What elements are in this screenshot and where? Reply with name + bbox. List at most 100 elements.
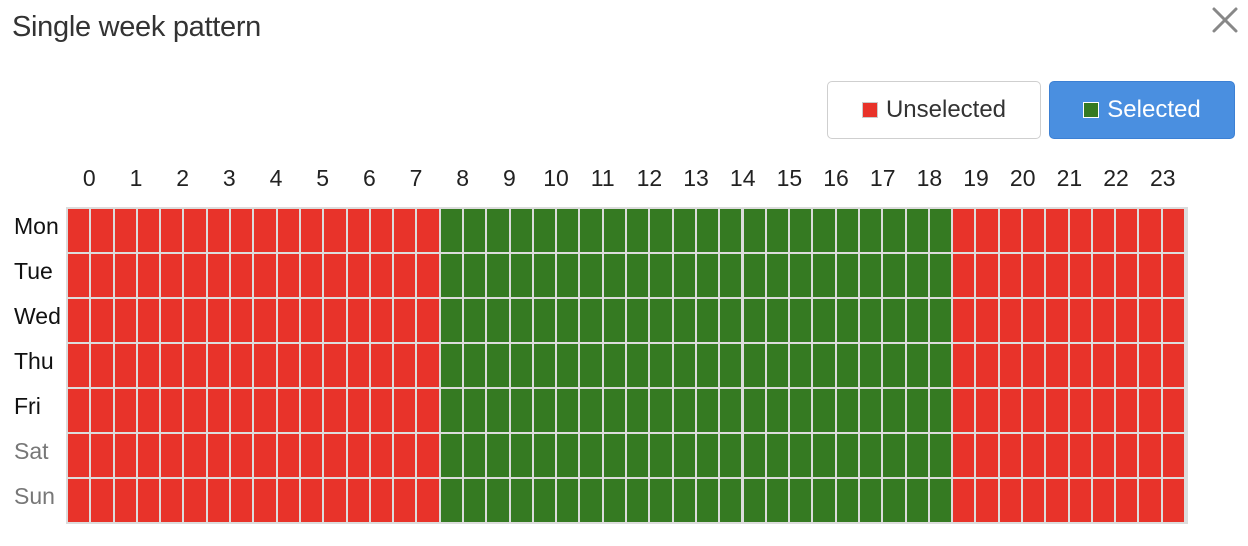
time-slot-cell[interactable] [836,344,858,387]
time-slot-cell[interactable] [766,209,789,252]
time-slot-cell[interactable] [394,479,416,522]
time-slot-cell[interactable] [91,479,113,522]
time-slot-cell[interactable] [813,479,835,522]
time-slot-cell[interactable] [836,254,858,297]
time-slot-cell[interactable] [603,389,626,432]
time-slot-cell[interactable] [207,479,230,522]
time-slot-cell[interactable] [277,209,299,252]
time-slot-cell[interactable] [184,254,206,297]
time-slot-cell[interactable] [207,434,230,477]
time-slot-cell[interactable] [929,299,952,342]
time-slot-cell[interactable] [510,434,532,477]
time-slot-cell[interactable] [68,254,90,297]
time-slot-cell[interactable] [231,389,253,432]
time-slot-cell[interactable] [1046,344,1068,387]
time-slot-cell[interactable] [1092,254,1115,297]
time-slot-cell[interactable] [68,434,90,477]
time-slot-cell[interactable] [440,254,462,297]
time-slot-cell[interactable] [859,344,882,387]
time-slot-cell[interactable] [580,299,602,342]
time-slot-cell[interactable] [627,299,649,342]
time-slot-cell[interactable] [1092,344,1115,387]
time-slot-cell[interactable] [859,434,882,477]
time-slot-cell[interactable] [580,344,602,387]
time-slot-cell[interactable] [231,344,253,387]
time-slot-cell[interactable] [650,434,672,477]
time-slot-cell[interactable] [813,434,835,477]
time-slot-cell[interactable] [1023,344,1045,387]
time-slot-cell[interactable] [91,344,113,387]
time-slot-cell[interactable] [1069,254,1091,297]
time-slot-cell[interactable] [510,299,532,342]
time-slot-cell[interactable] [161,479,183,522]
time-slot-cell[interactable] [673,299,695,342]
time-slot-cell[interactable] [370,299,393,342]
time-slot-cell[interactable] [324,299,346,342]
time-slot-cell[interactable] [510,479,532,522]
time-slot-cell[interactable] [463,389,486,432]
time-slot-cell[interactable] [976,479,998,522]
time-slot-cell[interactable] [207,389,230,432]
time-slot-cell[interactable] [1139,434,1161,477]
time-slot-cell[interactable] [347,209,369,252]
time-slot-cell[interactable] [953,299,975,342]
time-slot-cell[interactable] [184,479,206,522]
time-slot-cell[interactable] [1092,434,1115,477]
time-slot-cell[interactable] [137,434,160,477]
time-slot-cell[interactable] [184,299,206,342]
time-slot-cell[interactable] [137,389,160,432]
time-slot-cell[interactable] [999,479,1021,522]
close-icon[interactable] [1208,3,1242,37]
time-slot-cell[interactable] [324,479,346,522]
time-slot-cell[interactable] [836,209,858,252]
time-slot-cell[interactable] [627,209,649,252]
time-slot-cell[interactable] [836,389,858,432]
time-slot-cell[interactable] [766,479,789,522]
time-slot-cell[interactable] [999,344,1021,387]
time-slot-cell[interactable] [976,344,998,387]
time-slot-cell[interactable] [603,479,626,522]
time-slot-cell[interactable] [976,434,998,477]
time-slot-cell[interactable] [743,479,765,522]
time-slot-cell[interactable] [953,344,975,387]
time-slot-cell[interactable] [743,344,765,387]
time-slot-cell[interactable] [533,344,556,387]
time-slot-cell[interactable] [766,434,789,477]
time-slot-cell[interactable] [999,209,1021,252]
time-slot-cell[interactable] [254,389,276,432]
time-slot-cell[interactable] [533,254,556,297]
time-slot-cell[interactable] [277,344,299,387]
time-slot-cell[interactable] [510,344,532,387]
time-slot-cell[interactable] [906,209,928,252]
time-slot-cell[interactable] [161,299,183,342]
time-slot-cell[interactable] [1069,389,1091,432]
unselected-button[interactable]: Unselected [827,81,1041,139]
time-slot-cell[interactable] [277,434,299,477]
time-slot-cell[interactable] [347,299,369,342]
time-slot-cell[interactable] [463,344,486,387]
time-slot-cell[interactable] [300,344,323,387]
time-slot-cell[interactable] [114,434,136,477]
time-slot-cell[interactable] [743,209,765,252]
time-slot-cell[interactable] [743,389,765,432]
time-slot-cell[interactable] [300,299,323,342]
time-slot-cell[interactable] [417,254,439,297]
time-slot-cell[interactable] [370,344,393,387]
time-slot-cell[interactable] [1046,479,1068,522]
time-slot-cell[interactable] [883,299,905,342]
time-slot-cell[interactable] [1069,344,1091,387]
time-slot-cell[interactable] [557,254,579,297]
time-slot-cell[interactable] [417,479,439,522]
time-slot-cell[interactable] [580,389,602,432]
time-slot-cell[interactable] [883,254,905,297]
time-slot-cell[interactable] [440,344,462,387]
time-slot-cell[interactable] [1092,299,1115,342]
time-slot-cell[interactable] [1116,434,1138,477]
time-slot-cell[interactable] [836,299,858,342]
time-slot-cell[interactable] [580,254,602,297]
time-slot-cell[interactable] [976,254,998,297]
time-slot-cell[interactable] [603,434,626,477]
time-slot-cell[interactable] [883,344,905,387]
time-slot-cell[interactable] [1162,434,1185,477]
time-slot-cell[interactable] [603,209,626,252]
